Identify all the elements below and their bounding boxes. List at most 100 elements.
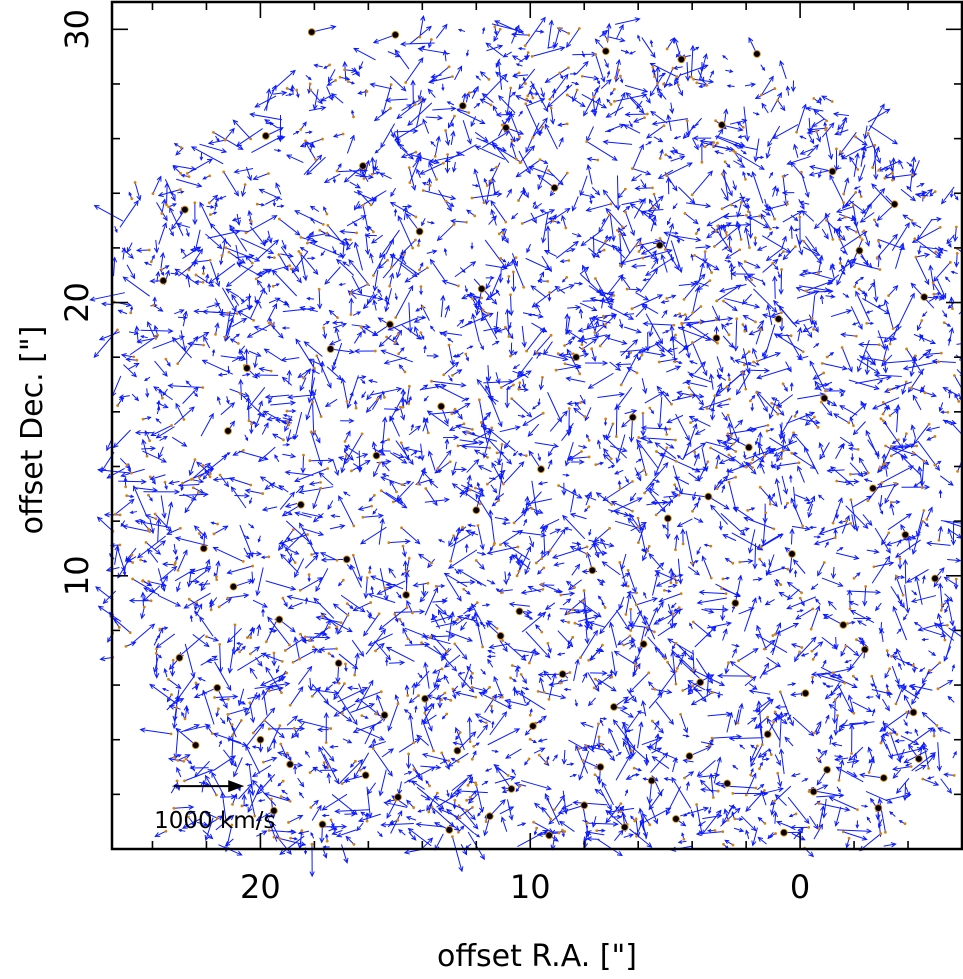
velocity-arrow: [482, 603, 491, 607]
arrow-shaft: [744, 275, 757, 288]
velocity-arrow: [454, 466, 468, 473]
velocity-arrow: [883, 381, 912, 393]
velocity-arrow: [410, 450, 418, 456]
arrow-shaft: [676, 650, 687, 669]
arrow-shaft: [233, 624, 236, 654]
arrow-shaft: [790, 498, 804, 527]
velocity-arrow: [531, 404, 538, 410]
arrow-shaft: [651, 775, 658, 782]
arrow-shaft: [528, 535, 534, 547]
velocity-arrow: [89, 292, 125, 302]
velocity-arrow: [614, 92, 626, 116]
velocity-arrow: [494, 516, 510, 522]
velocity-arrow: [790, 161, 805, 179]
arrow-head: [578, 774, 584, 781]
arrow-head: [344, 445, 351, 451]
arrow-head: [404, 684, 410, 690]
arrow-head: [897, 564, 903, 570]
velocity-arrow: [232, 119, 252, 140]
velocity-arrow: [928, 650, 937, 656]
velocity-arrow: [898, 159, 904, 170]
velocity-arrow: [769, 437, 791, 452]
velocity-arrow: [172, 165, 197, 172]
arrow-shaft: [786, 412, 815, 424]
velocity-arrow: [589, 670, 608, 676]
velocity-arrow: [248, 523, 255, 529]
arrow-head: [130, 641, 137, 647]
arrow-head: [919, 668, 923, 672]
velocity-arrow: [630, 173, 642, 182]
velocity-arrow: [738, 648, 759, 662]
arrow-head: [421, 221, 425, 227]
arrow-shaft: [270, 402, 295, 406]
arrow-shaft: [614, 650, 636, 665]
velocity-arrow: [724, 662, 730, 675]
arrow-shaft: [898, 159, 904, 170]
velocity-arrow: [741, 293, 752, 305]
velocity-arrow: [197, 677, 206, 682]
velocity-arrow: [218, 598, 232, 608]
arrow-shaft: [547, 226, 550, 253]
velocity-arrow: [615, 386, 633, 410]
arrow-shaft: [598, 214, 610, 233]
arrow-head: [466, 716, 473, 723]
arrow-shaft: [731, 532, 763, 551]
velocity-arrow: [709, 70, 714, 78]
arrow-head: [747, 233, 754, 240]
arrow-head: [692, 496, 697, 502]
velocity-arrow: [631, 263, 646, 269]
velocity-arrow: [349, 181, 361, 189]
arrow-head: [904, 222, 910, 229]
velocity-arrow: [323, 173, 341, 183]
velocity-arrow: [256, 774, 276, 795]
arrow-shaft: [149, 684, 178, 705]
arrow-shaft: [650, 752, 668, 773]
velocity-arrow: [696, 597, 727, 605]
arrow-shaft: [738, 648, 759, 662]
velocity-arrow: [245, 744, 261, 774]
velocity-arrow: [373, 462, 381, 478]
arrow-head: [917, 465, 923, 472]
arrow-shaft: [647, 208, 664, 212]
arrow-shaft: [623, 326, 641, 333]
arrow-head: [638, 107, 645, 114]
arrow-head: [790, 643, 797, 648]
arrow-shaft: [758, 748, 770, 758]
arrow-shaft: [425, 488, 438, 506]
arrow-shaft: [409, 714, 415, 743]
velocity-arrow: [177, 754, 191, 761]
arrow-head: [404, 277, 411, 283]
velocity-arrow: [538, 690, 567, 700]
velocity-arrow: [244, 434, 249, 442]
arrow-head: [749, 756, 755, 763]
velocity-arrow: [235, 213, 241, 226]
velocity-arrow: [902, 613, 908, 621]
velocity-arrow: [803, 240, 823, 265]
arrow-head: [804, 191, 810, 199]
velocity-arrow: [872, 146, 880, 168]
velocity-arrow: [710, 447, 736, 462]
velocity-arrow: [721, 412, 728, 422]
arrow-head: [752, 685, 758, 690]
arrow-head: [385, 459, 392, 465]
arrow-head: [226, 685, 232, 692]
velocity-arrow: [490, 484, 498, 494]
velocity-arrow: [370, 585, 374, 594]
arrow-head: [529, 541, 535, 548]
arrow-shaft: [252, 599, 268, 608]
velocity-arrow: [731, 532, 764, 551]
arrow-shaft: [904, 584, 909, 613]
velocity-arrow: [544, 602, 556, 611]
arrow-head: [594, 319, 600, 326]
velocity-arrow: [454, 690, 476, 698]
arrow-head: [951, 664, 955, 669]
velocity-arrow: [941, 310, 948, 318]
arrow-shaft: [837, 216, 846, 221]
velocity-arrow: [523, 518, 527, 527]
velocity-arrow: [574, 699, 578, 707]
velocity-arrow: [887, 513, 912, 531]
velocity-arrow: [152, 335, 186, 349]
velocity-arrow: [505, 87, 512, 117]
arrow-head: [181, 823, 188, 829]
arrow-shaft: [479, 692, 512, 710]
